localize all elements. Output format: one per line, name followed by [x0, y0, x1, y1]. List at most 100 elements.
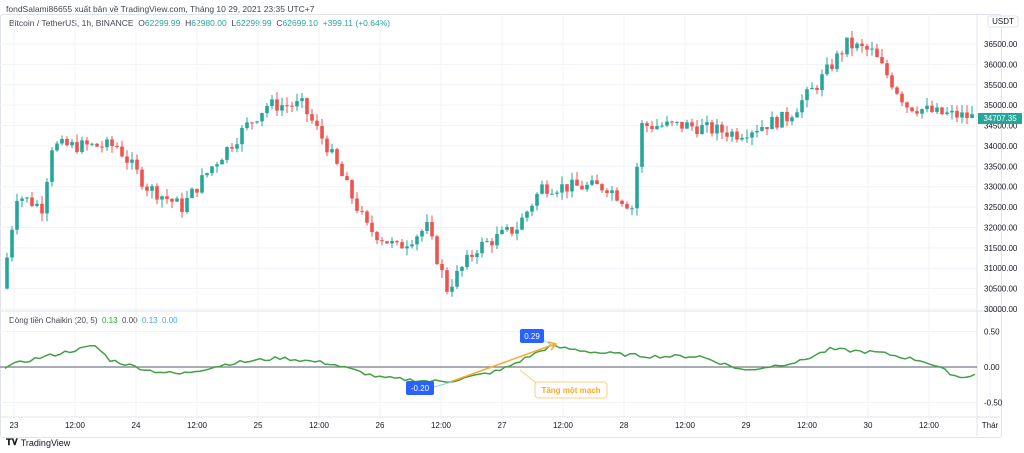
high-label-badge[interactable]: 0.29 [520, 329, 544, 343]
candle-body [860, 43, 864, 46]
candle-body [800, 100, 804, 113]
price-tick: 31000.00 [984, 264, 1018, 273]
symbol-legend: Bitcoin / TetherUS, 1h, BINANCE O62299.9… [9, 18, 390, 28]
candle [705, 115, 709, 133]
candle [605, 188, 609, 198]
candle-body [550, 193, 554, 195]
candle [50, 146, 54, 187]
candle-body [450, 286, 454, 292]
candle-body [120, 146, 124, 157]
open-value: 62299.99 [144, 18, 181, 28]
candle [125, 150, 129, 170]
candle [110, 135, 114, 153]
price-tick: 34500.00 [984, 122, 1018, 131]
candle-body [695, 126, 699, 135]
high-label: 0.29 [524, 332, 540, 341]
candle [575, 172, 579, 186]
open-label: O [138, 18, 145, 28]
candle-body [670, 121, 674, 123]
time-tick: 28 [620, 421, 629, 430]
candle [810, 82, 814, 90]
candle-body [635, 166, 639, 209]
candle [245, 117, 249, 131]
candle [915, 106, 919, 117]
indicator-legend[interactable]: Dòng tiền Chaikin (20, 5) 0.13 0.00 0.13… [9, 316, 178, 325]
candle-body [485, 241, 489, 243]
candle [845, 37, 849, 57]
candle [560, 176, 564, 200]
candle [890, 72, 894, 90]
candle [80, 136, 84, 154]
trend-arrow[interactable] [449, 341, 558, 383]
candle [820, 69, 824, 97]
symbol-name[interactable]: Bitcoin / TetherUS, 1h, BINANCE [9, 18, 134, 28]
candle [745, 129, 749, 143]
candle-body [750, 132, 754, 138]
candle-body [180, 198, 184, 213]
candle-body [605, 190, 609, 194]
candle [925, 97, 929, 113]
price-tick: 30000.00 [984, 305, 1018, 314]
candle [140, 166, 144, 190]
candle-body [115, 145, 119, 147]
candle [400, 238, 404, 249]
callout-box[interactable]: Tăng một mạch [534, 381, 608, 399]
candle-body [60, 138, 64, 144]
price-tick: 32000.00 [984, 223, 1018, 232]
candle [955, 105, 959, 123]
currency-badge[interactable]: USDT [987, 15, 1019, 28]
time-tick: 12:00 [187, 421, 208, 430]
candle [785, 107, 789, 127]
low-label-badge[interactable]: -0.20 [406, 381, 434, 395]
candle [750, 130, 754, 146]
ind-tick: -0.50 [984, 399, 1003, 408]
candle-body [125, 156, 129, 163]
candle [450, 279, 454, 297]
candle [600, 183, 604, 193]
candle-body [610, 190, 614, 194]
candle [630, 205, 634, 216]
candle-body [830, 64, 834, 70]
time-tick: 26 [376, 421, 385, 430]
candle-body [25, 197, 29, 199]
candle-body [145, 186, 149, 191]
candle [370, 215, 374, 237]
candle-body [520, 217, 524, 230]
candle-body [925, 105, 929, 110]
candle-body [780, 111, 784, 128]
candle-body [730, 131, 734, 137]
candle [385, 240, 389, 244]
candle-body [945, 112, 949, 115]
candle-body [375, 232, 379, 241]
candle [895, 86, 899, 95]
candle [335, 147, 339, 166]
candle-body [350, 180, 354, 199]
low-label: L [231, 18, 237, 28]
candle [695, 119, 699, 138]
candle-body [575, 179, 579, 186]
candle [545, 180, 549, 198]
candle-body [245, 122, 249, 128]
candle-body [500, 229, 504, 235]
tradingview-logo[interactable]: 𝐓𝐕 TradingView [6, 437, 70, 448]
candle [45, 178, 49, 222]
candle [225, 146, 229, 164]
candle-body [775, 117, 779, 128]
candle-body [785, 111, 789, 122]
candle [710, 119, 714, 137]
candle-body [740, 137, 744, 140]
candle [395, 240, 399, 246]
candle-body [965, 112, 969, 119]
time-tick: 12:00 [675, 421, 696, 430]
candle [525, 210, 529, 222]
candle-body [650, 126, 654, 130]
candle [135, 154, 139, 175]
candle [565, 184, 569, 199]
candle [375, 230, 379, 245]
candle-body [205, 173, 209, 176]
time-tick: 12:00 [65, 421, 86, 430]
price-tick: 34000.00 [984, 142, 1018, 151]
candle-body [275, 99, 279, 111]
candle [200, 168, 204, 194]
